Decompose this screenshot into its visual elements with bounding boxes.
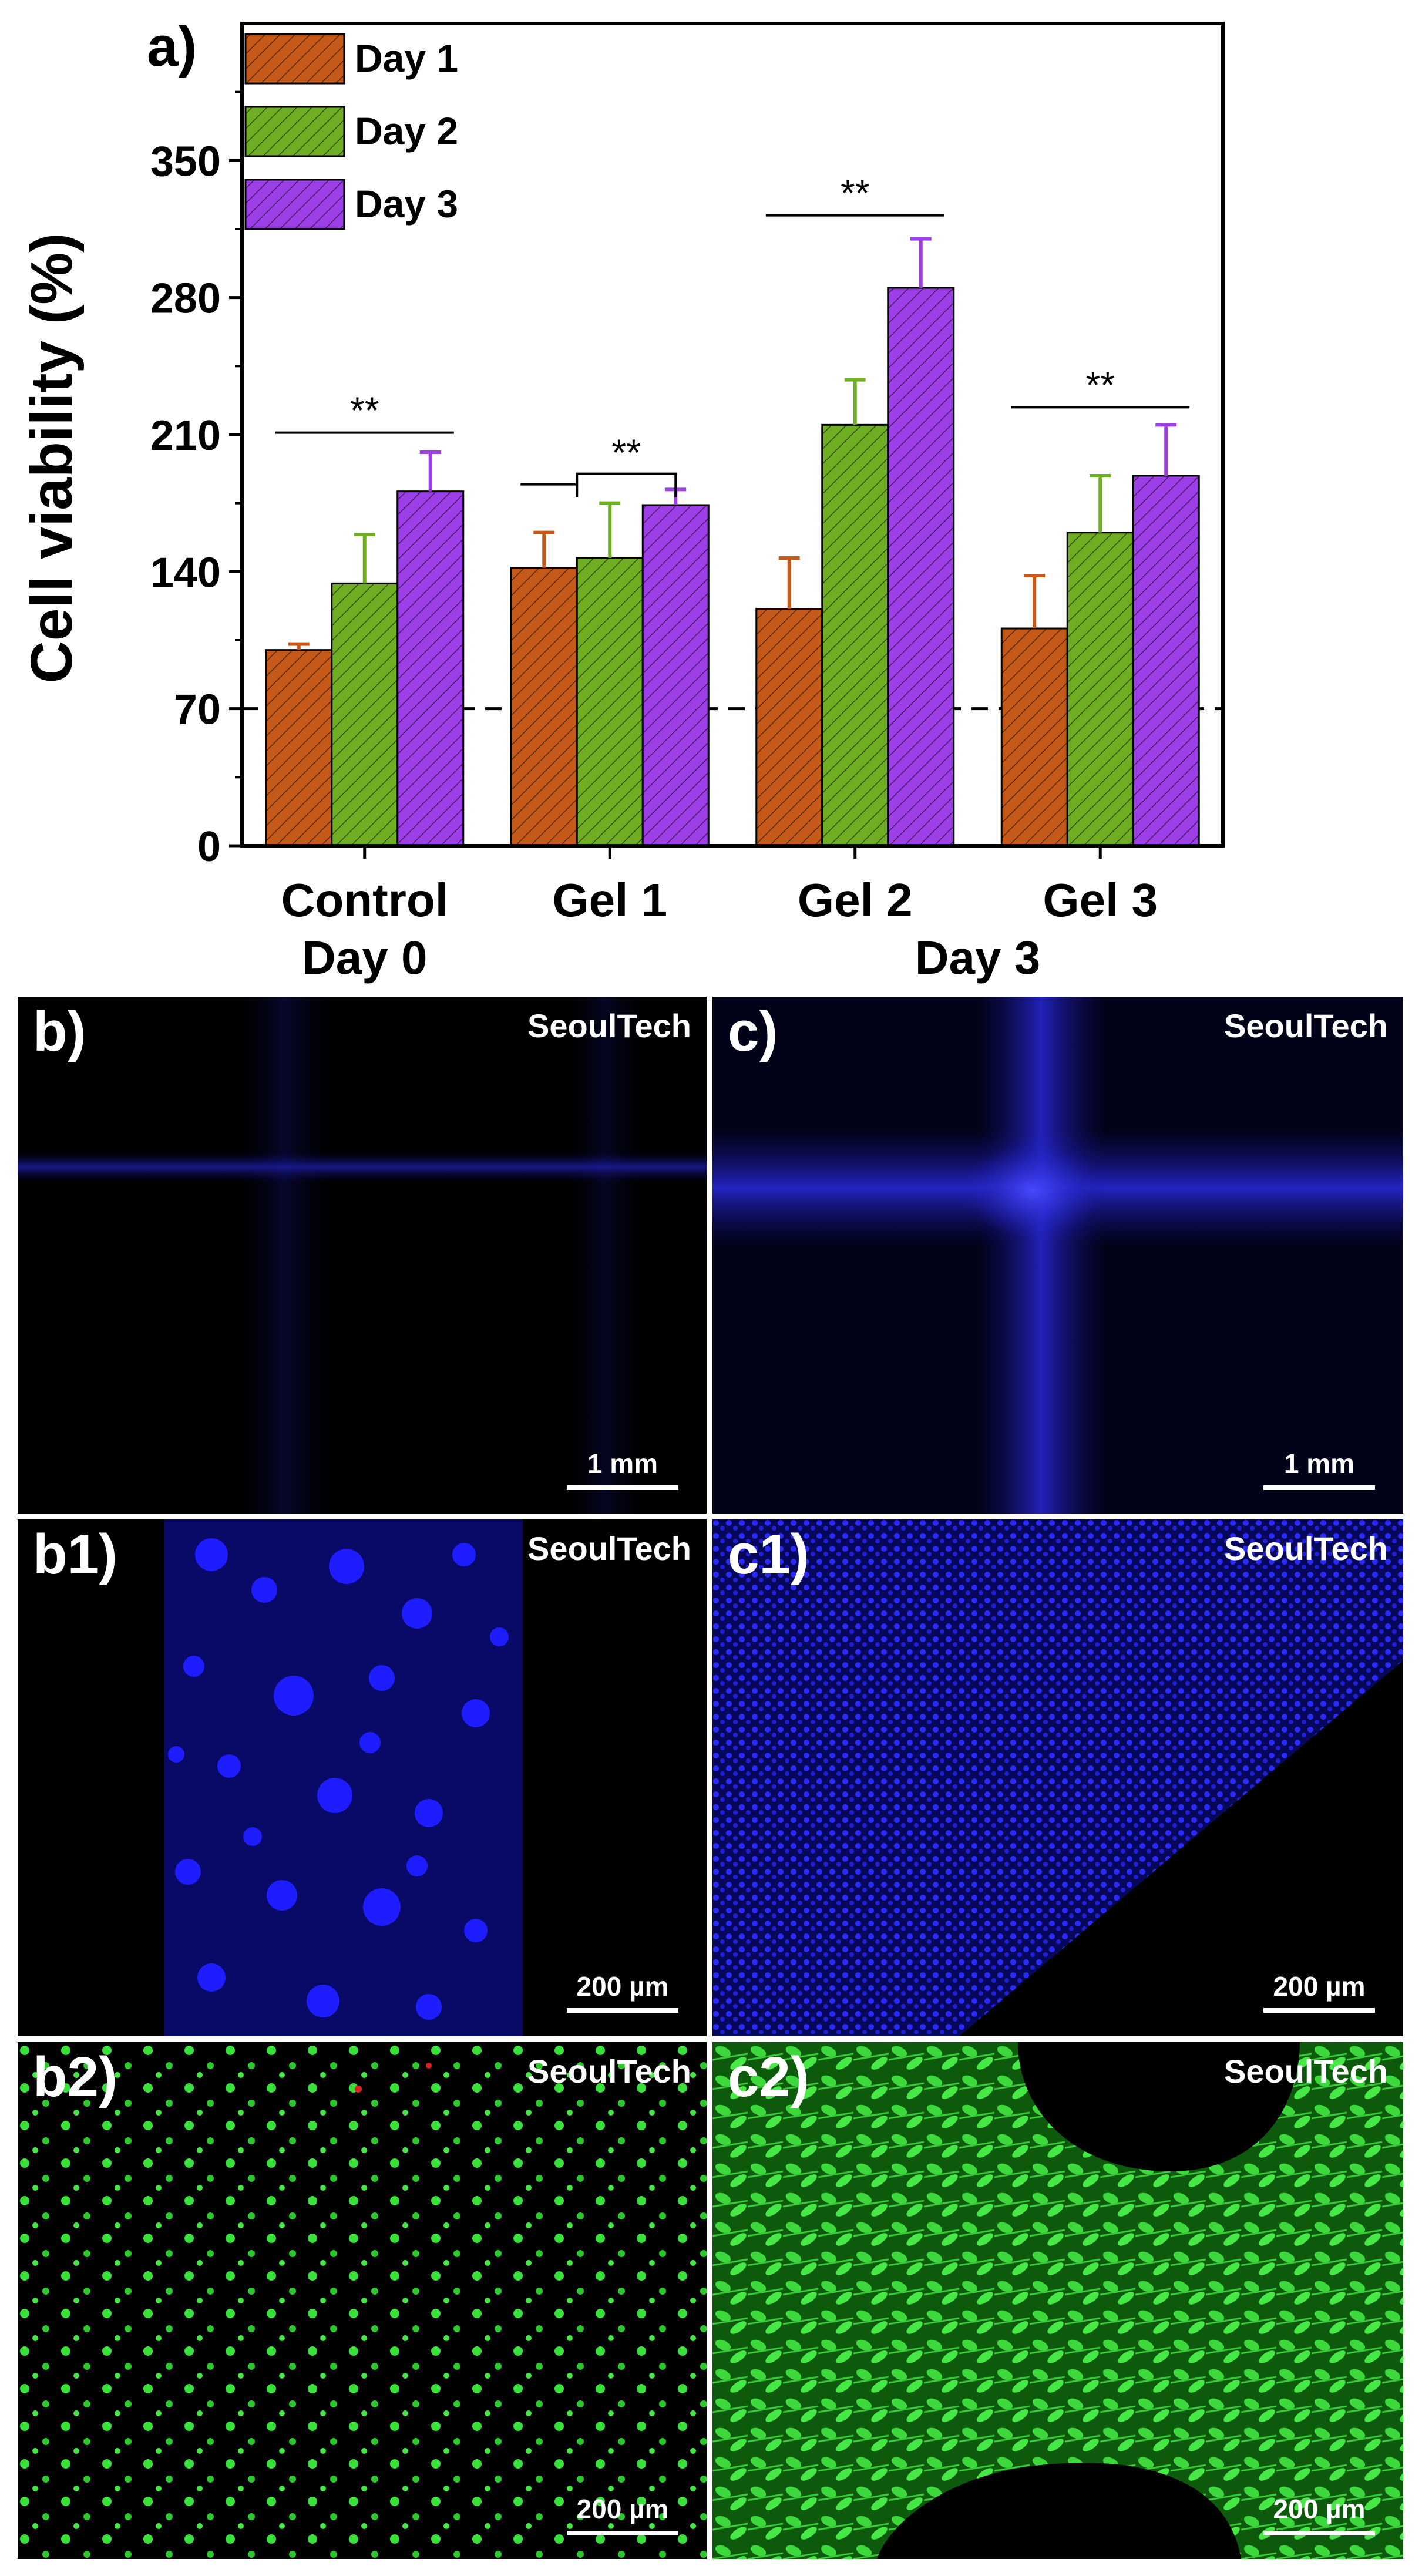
significance-label: **: [841, 172, 870, 214]
panel-label: c1): [728, 1523, 809, 1586]
legend-label: Day 3: [355, 182, 458, 226]
panel-c2: c2) SeoulTech 200 µm: [712, 2042, 1403, 2559]
significance-label: **: [611, 432, 641, 474]
scale-bar: 200 µm: [1263, 2496, 1375, 2535]
x-tick-label: Gel 2: [798, 874, 913, 926]
scale-bar-label: 1 mm: [1283, 1448, 1355, 1479]
panel-c: c) SeoulTech 1 mm: [712, 997, 1403, 1514]
watermark: SeoulTech: [1223, 1530, 1388, 1567]
scale-bar-label: 200 µm: [576, 2494, 669, 2524]
bar-day-3: [887, 287, 955, 847]
panel-b-image: [18, 997, 707, 1514]
bar-day-3: [1132, 475, 1200, 847]
watermark: SeoulTech: [527, 1007, 691, 1044]
y-tick-label: 70: [174, 687, 221, 734]
y-tick-label: 350: [150, 138, 221, 185]
panel-label: b1): [33, 1523, 117, 1586]
bar-day-2: [331, 582, 399, 847]
scale-bar-line: [1263, 1485, 1375, 1490]
scale-bar-label: 200 µm: [1273, 1971, 1366, 2002]
legend-label: Day 2: [355, 109, 458, 153]
scale-bar-line: [567, 1485, 678, 1490]
scale-bar: 200 µm: [567, 2496, 678, 2535]
panel-c-image: [712, 997, 1403, 1514]
significance-label: **: [350, 389, 379, 432]
bar-day-1: [755, 608, 823, 847]
legend-swatch: [244, 179, 345, 230]
y-tick-label: 280: [150, 275, 221, 322]
panel-c2-image: [712, 2042, 1403, 2559]
bar-day-2: [1066, 532, 1134, 847]
bar-day-3: [641, 504, 710, 847]
bar-day-2: [821, 423, 889, 847]
legend-label: Day 1: [355, 36, 458, 80]
scale-bar-line: [1263, 2008, 1375, 2013]
x-tick-label: Control Day 0: [281, 874, 448, 984]
scale-bar-line: [567, 2008, 678, 2013]
bar-day-1: [510, 567, 578, 847]
bar-day-1: [1000, 627, 1068, 847]
y-axis-title: Cell viability (%): [19, 233, 85, 684]
panel-c1-image: [712, 1519, 1403, 2036]
legend-swatch: [244, 106, 345, 157]
y-tick-label: 210: [150, 412, 221, 459]
panel-c1: c1) SeoulTech 200 µm: [712, 1519, 1403, 2036]
scale-bar: 1 mm: [567, 1450, 678, 1490]
panel-label: a): [147, 15, 197, 78]
x-tick-label: Gel 1: [552, 874, 667, 926]
bar-day-3: [396, 490, 465, 847]
panel-b1-image: [164, 1519, 523, 2036]
scale-bar-line: [1263, 2531, 1375, 2535]
bar-day-1: [265, 649, 333, 847]
significance-label: **: [1085, 364, 1115, 406]
panel-label: b2): [33, 2046, 117, 2108]
watermark: SeoulTech: [527, 2053, 691, 2090]
scale-bar-label: 200 µm: [1273, 2494, 1366, 2524]
significance-bracket: [576, 472, 677, 497]
panel-b: b) SeoulTech 1 mm: [18, 997, 707, 1514]
x-tick-label: Gel 3: [1043, 874, 1158, 926]
panel-label: b): [33, 1000, 86, 1063]
y-tick-label: 0: [197, 823, 221, 870]
panel-b1: b1) SeoulTech 200 µm: [18, 1519, 707, 2036]
bar-chart: ** ** ** ** 0 70 140 210 280 350 Cell viability (%…: [19, 15, 1225, 984]
watermark: SeoulTech: [527, 1530, 691, 1567]
scale-bar: 200 µm: [567, 1973, 678, 2013]
panel-b2-image: [18, 2042, 707, 2559]
panel-label: c2): [728, 2046, 809, 2108]
bar-day-2: [576, 557, 644, 847]
scale-bar-line: [567, 2531, 678, 2535]
scale-bar-label: 1 mm: [587, 1448, 658, 1479]
watermark: SeoulTech: [1223, 2053, 1388, 2090]
scale-bar: 1 mm: [1263, 1450, 1375, 1490]
panel-b2: b2) SeoulTech 200 µm: [18, 2042, 707, 2559]
legend-swatch: [244, 33, 345, 85]
watermark: SeoulTech: [1223, 1007, 1388, 1044]
group-sublabel: Day 3: [915, 931, 1040, 984]
y-tick-label: 140: [150, 549, 221, 596]
scale-bar: 200 µm: [1263, 1973, 1375, 2013]
scale-bar-label: 200 µm: [576, 1971, 669, 2002]
panel-label: c): [728, 1000, 778, 1063]
